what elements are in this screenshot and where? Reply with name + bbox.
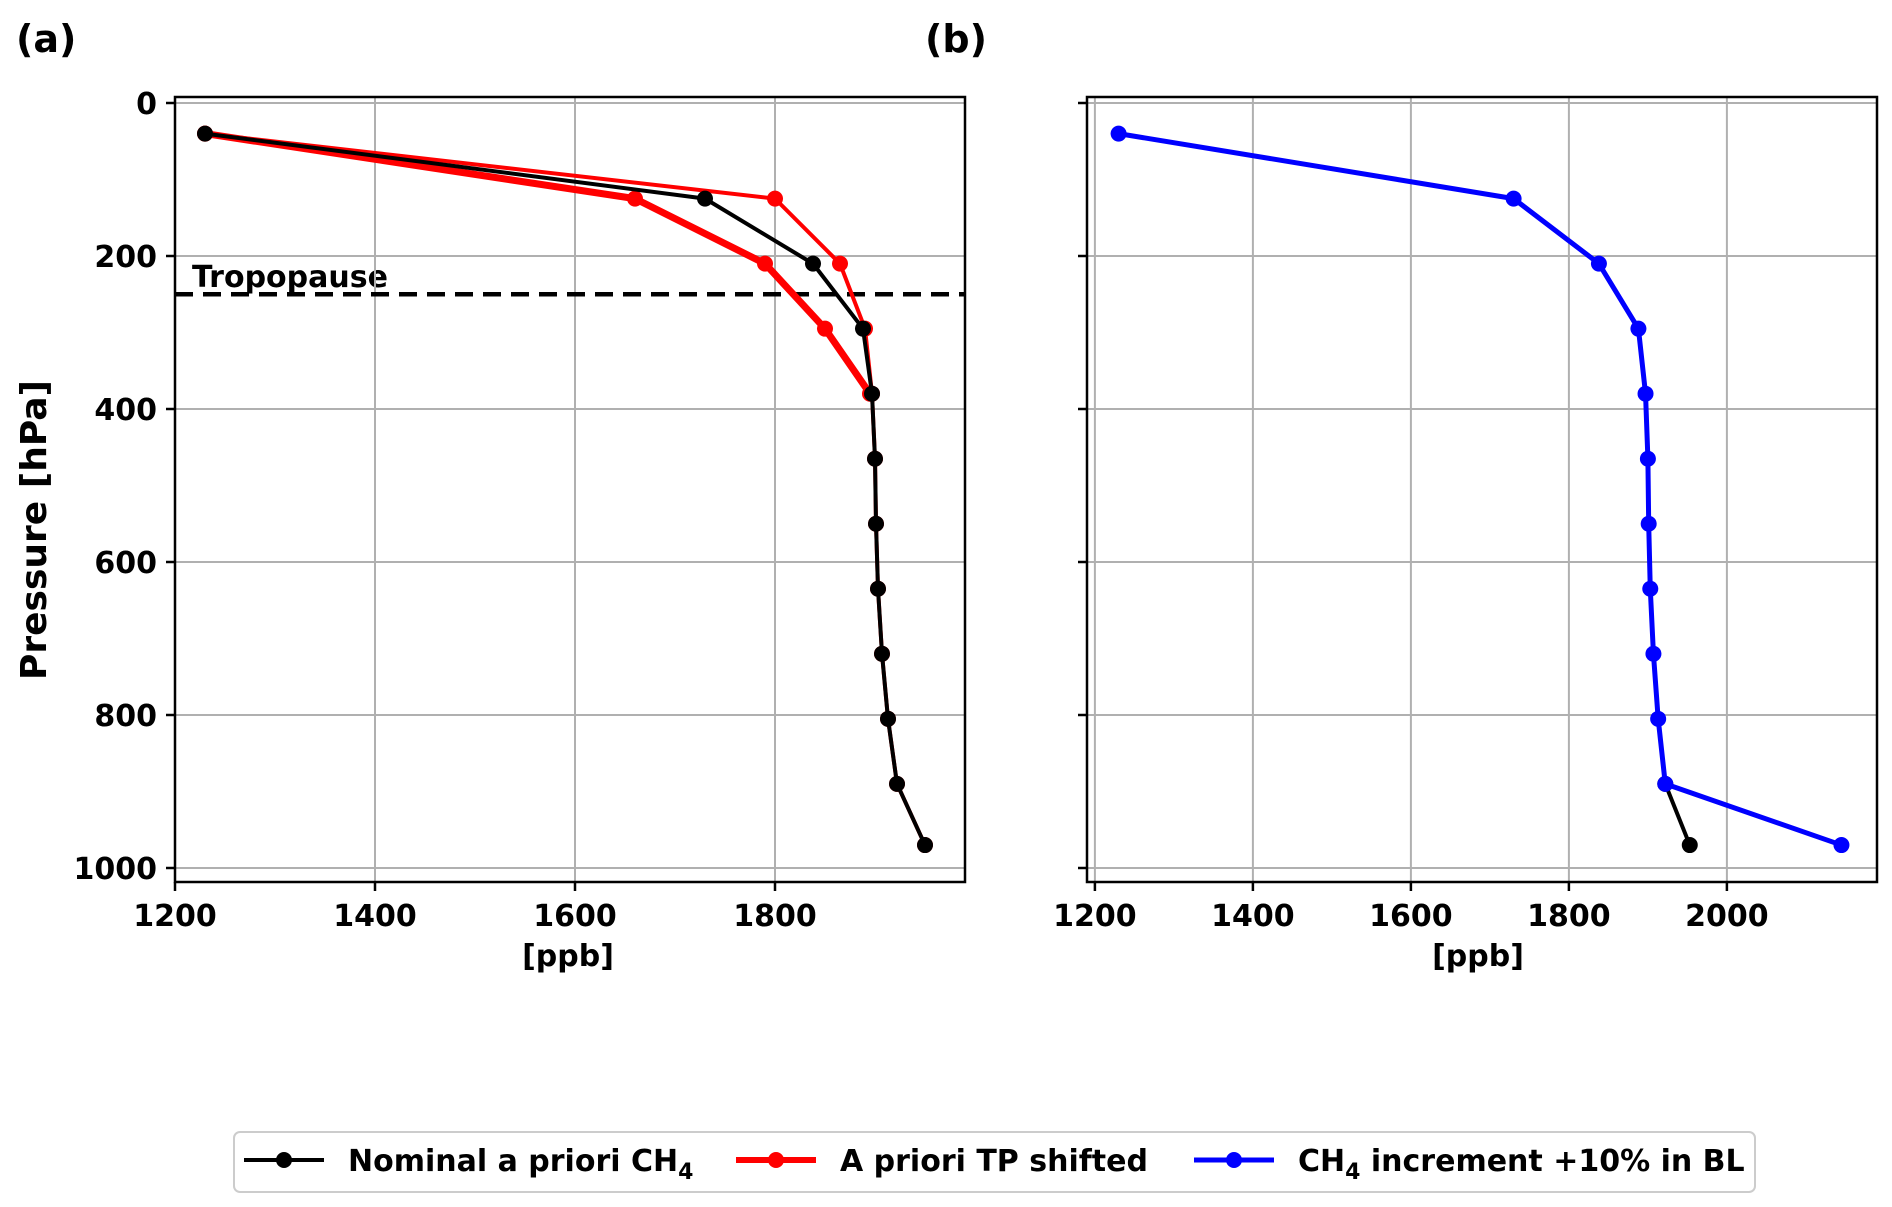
legend-label-tp-shifted: A priori TP shifted — [840, 1144, 1148, 1179]
x-tick-label-1400-a: 1400 — [333, 899, 417, 934]
data-point-b-1-8 — [1645, 645, 1662, 662]
data-point-b-1-9 — [1650, 710, 1667, 727]
data-point-a-0-2 — [757, 255, 773, 272]
data-point-b-1-0 — [1110, 125, 1127, 142]
x-tick-label-1800-b: 1800 — [1527, 899, 1611, 934]
panel-label-b: (b) — [925, 17, 987, 61]
data-point-a-1-2 — [832, 255, 848, 272]
x-tick-label-1400-b: 1400 — [1211, 899, 1295, 934]
x-tick-label-1600-a: 1600 — [533, 899, 617, 934]
legend-label-nominal: Nominal a priori CH4 — [348, 1144, 693, 1185]
data-point-a-2-5 — [867, 450, 883, 467]
data-point-a-1-1 — [767, 190, 783, 207]
legend: Nominal a priori CH4 A priori TP shifted… — [233, 1131, 1756, 1193]
y-tick-label-0: 0 — [136, 87, 157, 122]
data-point-b-1-6 — [1640, 515, 1657, 532]
legend-marker-nominal — [276, 1152, 292, 1168]
data-point-a-2-7 — [870, 580, 886, 597]
series-line-a-2 — [204, 131, 927, 846]
x-tick-label-1200-a: 1200 — [133, 899, 217, 934]
data-point-a-0-3 — [817, 320, 833, 337]
data-point-a-2-9 — [880, 710, 896, 727]
data-point-a-2-3 — [855, 320, 871, 337]
data-point-b-0-1 — [1681, 837, 1698, 854]
data-point-b-1-3 — [1630, 320, 1647, 337]
y-tick-label-600: 600 — [94, 546, 157, 581]
data-point-a-2-2 — [805, 255, 821, 272]
data-point-b-1-2 — [1590, 255, 1607, 272]
axes-frame-b — [1085, 95, 1879, 884]
legend-item-nominal: Nominal a priori CH4 — [244, 1144, 693, 1185]
data-point-b-1-4 — [1637, 385, 1654, 402]
y-tick-label-1000: 1000 — [74, 852, 158, 887]
x-tick-label-1800-a: 1800 — [733, 899, 817, 934]
y-tick-label-800: 800 — [94, 699, 157, 734]
x-tick-label-1200-b: 1200 — [1053, 899, 1137, 934]
x-axis-label-a: [ppb] — [522, 939, 614, 974]
y-axis-label: Pressure [hPa] — [14, 380, 55, 680]
data-point-b-1-10 — [1657, 775, 1674, 792]
axes-frame-a — [173, 95, 967, 884]
y-tick-label-200: 200 — [94, 240, 157, 275]
data-point-b-1-7 — [1642, 580, 1659, 597]
legend-label-increment: CH4 increment +10% in BL — [1298, 1144, 1745, 1185]
series-line-b-0 — [1663, 783, 1692, 846]
legend-text-nominal: Nominal a priori CH — [348, 1144, 678, 1179]
tropopause-label: Tropopause — [192, 260, 388, 295]
series-line-a-1 — [204, 131, 927, 846]
data-point-a-2-11 — [917, 837, 933, 854]
legend-marker-tp-shifted — [768, 1152, 784, 1168]
y-tick-label-400: 400 — [94, 393, 157, 428]
legend-item-tp-shifted: A priori TP shifted — [736, 1144, 1148, 1179]
data-point-a-2-1 — [697, 190, 713, 207]
legend-item-increment: CH4 increment +10% in BL — [1194, 1144, 1745, 1185]
legend-sub-nominal: 4 — [678, 1160, 693, 1185]
data-point-b-1-5 — [1639, 450, 1656, 467]
panel-a-plot: 1200 1400 1600 1800 0 200 400 600 800 1000 — [74, 87, 967, 934]
legend-sub-increment: 4 — [1345, 1160, 1360, 1185]
data-point-a-2-6 — [868, 515, 884, 532]
data-point-b-1-11 — [1833, 837, 1850, 854]
panel-b-plot: 1200 1400 1600 1800 2000 — [1053, 95, 1879, 934]
x-axis-label-b: [ppb] — [1432, 939, 1524, 974]
data-point-a-2-4 — [864, 385, 880, 402]
panel-label-a: (a) — [16, 17, 76, 61]
legend-text-increment-a: CH — [1298, 1144, 1345, 1179]
data-point-a-2-10 — [889, 775, 905, 792]
x-tick-label-1600-b: 1600 — [1369, 899, 1453, 934]
data-point-a-2-8 — [874, 645, 890, 662]
legend-text-increment-b: increment +10% in BL — [1360, 1144, 1744, 1179]
series-line-b-1 — [1118, 131, 1843, 848]
legend-marker-increment — [1226, 1152, 1242, 1168]
x-tick-label-2000-b: 2000 — [1685, 899, 1769, 934]
data-point-b-1-1 — [1505, 190, 1522, 207]
legend-frame — [233, 1131, 1756, 1193]
data-point-a-0-1 — [627, 190, 643, 207]
data-point-a-2-0 — [197, 125, 213, 142]
